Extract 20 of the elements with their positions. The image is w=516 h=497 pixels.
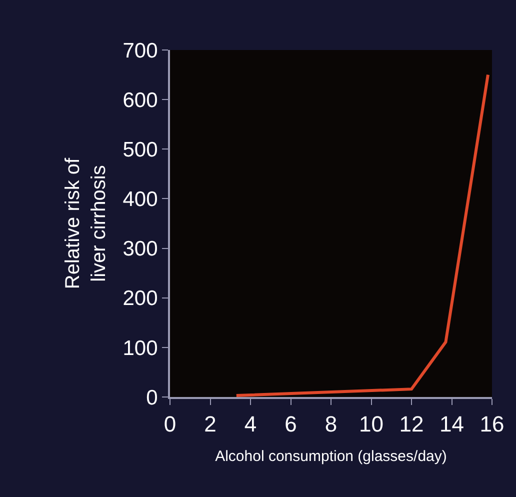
x-tick-label: 16	[480, 411, 504, 436]
y-tick-label: 200	[122, 287, 158, 310]
y-tick-label: 600	[122, 88, 158, 112]
x-tick-label: 6	[284, 411, 297, 436]
x-axis-title: Alcohol consumption (glasses/day)	[215, 448, 447, 465]
line-series	[234, 73, 490, 397]
y-tick-label: 700	[122, 39, 158, 62]
x-tick-label: 10	[359, 411, 384, 436]
x-tick-label: 2	[204, 411, 216, 436]
y-tick-label: 0	[146, 386, 158, 410]
x-tick-label: 8	[324, 411, 338, 436]
x-tick-label: 14	[440, 411, 464, 436]
x-tick-label: 12	[399, 411, 424, 436]
y-tick-label: 400	[122, 188, 158, 212]
y-tick-label: 300	[122, 238, 158, 261]
y-tick-label: 500	[122, 138, 158, 162]
x-tick-label: 4	[244, 411, 257, 436]
y-axis-title: Relative risk of liver cirrhosis	[62, 157, 110, 290]
x-tick-label: 0	[164, 411, 176, 436]
y-tick-label: 100	[122, 336, 158, 360]
